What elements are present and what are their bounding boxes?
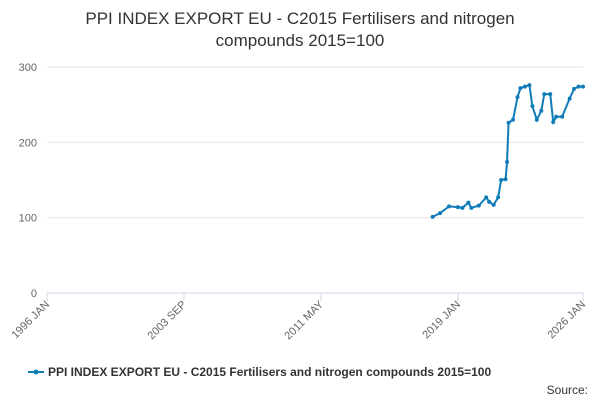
data-point (576, 84, 581, 89)
source: Source: (547, 383, 588, 397)
data-point (551, 119, 556, 124)
data-point (515, 95, 520, 100)
data-point (527, 83, 532, 88)
data-point (522, 84, 527, 89)
data-point (548, 92, 553, 97)
data-point (511, 117, 516, 122)
legend-label: PPI INDEX EXPORT EU - C2015 Fertilisers … (48, 365, 491, 379)
data-point (496, 195, 501, 200)
data-point (438, 211, 443, 216)
data-point (460, 205, 465, 210)
legend-marker (33, 369, 39, 375)
data-point (505, 159, 510, 164)
data-point (581, 84, 585, 89)
data-point (491, 202, 496, 207)
data-point (560, 114, 565, 119)
data-point (447, 204, 451, 209)
data-point (518, 86, 523, 91)
y-tick-label: 100 (19, 213, 37, 225)
data-point (572, 86, 577, 91)
data-point (487, 199, 492, 204)
data-point (542, 92, 547, 97)
y-tick-label: 0 (31, 288, 37, 300)
data-point (484, 195, 489, 200)
data-point (539, 108, 544, 113)
data-point (455, 205, 460, 210)
data-point (530, 104, 535, 109)
data-point (554, 114, 559, 119)
data-point (534, 117, 539, 122)
y-tick-label: 200 (19, 137, 37, 149)
data-point (567, 96, 572, 101)
chart-title-2: compounds 2015=100 (216, 31, 385, 50)
data-point (506, 120, 511, 125)
data-point (503, 177, 508, 182)
data-point (430, 214, 435, 219)
data-point (466, 200, 471, 205)
data-point (499, 178, 504, 182)
data-point (476, 203, 481, 208)
y-tick-label: 300 (19, 62, 37, 74)
chart-title-1: PPI INDEX EXPORT EU - C2015 Fertilisers … (85, 9, 514, 28)
data-point (469, 205, 474, 210)
